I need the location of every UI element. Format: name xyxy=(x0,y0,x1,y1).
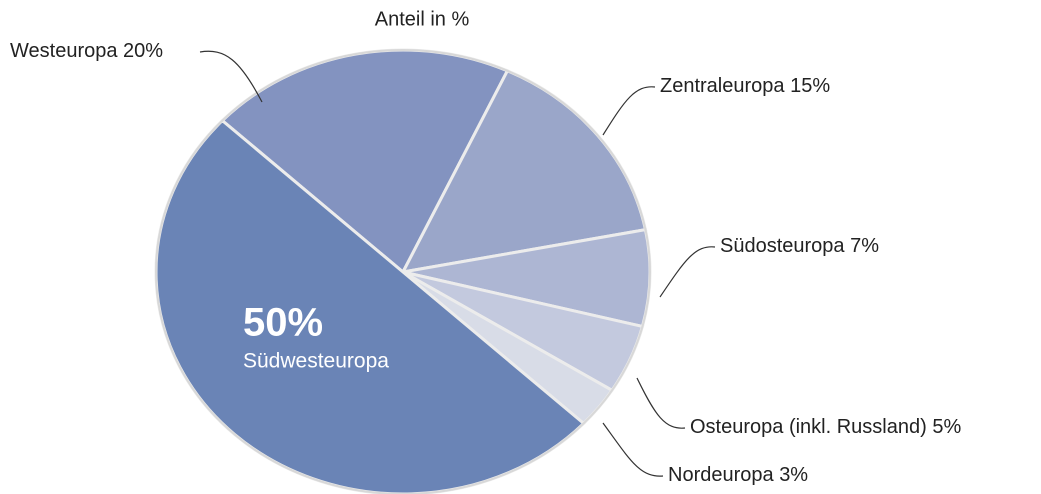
slice-label: Nordeuropa 3% xyxy=(668,464,808,486)
chart-subtitle: Anteil in % xyxy=(375,8,470,30)
slice-value: 5% xyxy=(932,416,961,438)
slice-value: 7% xyxy=(850,235,879,257)
slice-value: 50% xyxy=(243,301,323,345)
leader-line xyxy=(659,246,716,298)
leader-line xyxy=(199,50,263,103)
slice-name: Südwesteuropa xyxy=(243,350,389,373)
slice-value: 15% xyxy=(790,75,830,97)
slice-label: Osteuropa (inkl. Russland) 5% xyxy=(690,416,961,438)
leader-line xyxy=(636,377,686,429)
leader-line xyxy=(602,86,656,136)
slice-label: Südosteuropa 7% xyxy=(720,235,879,257)
slice-name: Nordeuropa xyxy=(668,464,775,486)
slice-value: 20% xyxy=(123,40,163,62)
slice-label: Westeuropa 20% xyxy=(10,40,163,62)
pie-rim xyxy=(155,49,651,494)
slice-name: Südosteuropa xyxy=(720,235,845,257)
slice-value: 3% xyxy=(779,464,808,486)
slice-name: Zentraleuropa xyxy=(660,75,785,97)
leader-line xyxy=(602,422,664,477)
slice-label: Zentraleuropa 15% xyxy=(660,75,830,97)
slice-name: Osteuropa (inkl. Russland) xyxy=(690,416,927,438)
slice-name: Westeuropa xyxy=(10,40,118,62)
